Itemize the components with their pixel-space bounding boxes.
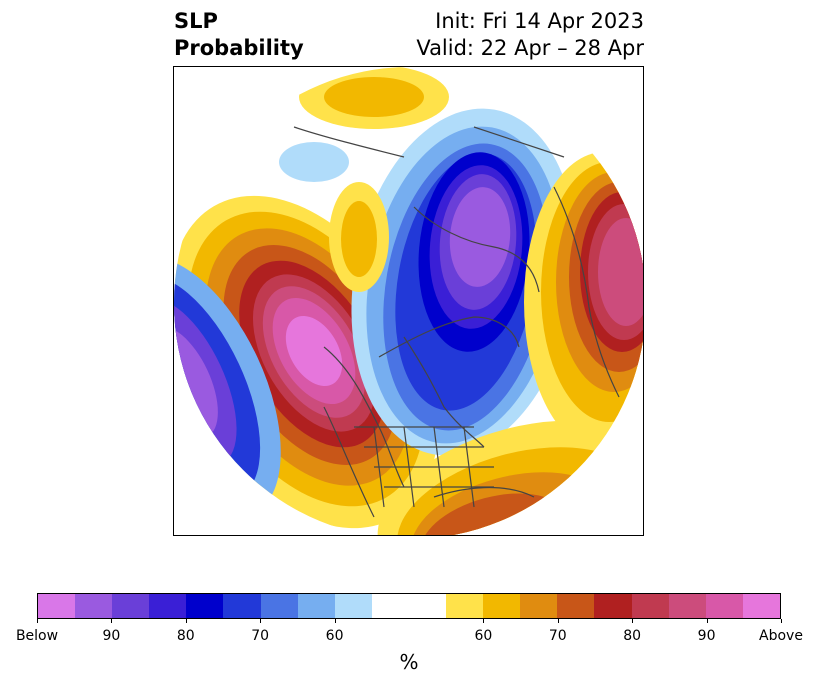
colorbar-tick — [111, 619, 113, 623]
colorbar-segment — [260, 594, 298, 618]
north-patches — [279, 67, 449, 292]
colorbar-tick-label: Above — [759, 628, 803, 644]
colorbar-tick — [706, 619, 708, 623]
colorbar-segment — [594, 594, 632, 618]
colorbar-segment — [520, 594, 558, 618]
colorbar-tick — [334, 619, 336, 623]
coastlines — [293, 126, 620, 518]
colorbar-segment — [631, 594, 669, 618]
colorbar-tick — [37, 619, 38, 623]
colorbar-units: % — [399, 650, 419, 674]
colorbar-tick — [483, 619, 485, 623]
colorbar — [37, 593, 781, 619]
colorbar-segment — [408, 594, 447, 618]
colorbar-tick-label: Below — [15, 628, 59, 644]
colorbar-tick-label: 90 — [102, 628, 121, 644]
colorbar-segment — [742, 594, 780, 618]
colorbar-tick — [632, 619, 634, 623]
colorbar-segment — [705, 594, 743, 618]
colorbar-segment — [38, 594, 76, 618]
colorbar-tick — [185, 619, 187, 623]
colorbar-tick-label: 70 — [548, 628, 567, 644]
valid-dates: Valid: 22 Apr – 28 Apr — [416, 36, 644, 60]
arctic-low-anomaly — [351, 108, 577, 456]
colorbar-segment — [557, 594, 595, 618]
title-right: Init: Fri 14 Apr 2023 Valid: 22 Apr – 28… — [416, 8, 644, 62]
colorbar-tick-label: 70 — [251, 628, 270, 644]
colorbar-segment — [371, 594, 409, 618]
init-date: Init: Fri 14 Apr 2023 — [435, 9, 644, 33]
title-variable: SLP — [174, 9, 218, 33]
colorbar-tick — [557, 619, 559, 623]
colorbar-tick — [260, 619, 262, 623]
colorbar-segment — [483, 594, 521, 618]
colorbar-segment — [334, 594, 372, 618]
colorbar-segment — [186, 594, 224, 618]
colorbar-segment — [446, 594, 484, 618]
colorbar-tick-label: 80 — [176, 628, 195, 644]
colorbar-segment — [223, 594, 261, 618]
colorbar-tick — [781, 619, 782, 623]
colorbar-segment — [668, 594, 706, 618]
colorbar-tick-label: 80 — [623, 628, 642, 644]
colorbar-tick-label: 60 — [325, 628, 344, 644]
title-left: SLP Probability — [174, 8, 304, 62]
eurasia-high-anomaly — [524, 152, 643, 452]
title-type: Probability — [174, 36, 304, 60]
colorbar-segment — [297, 594, 335, 618]
colorbar-segment — [112, 594, 150, 618]
colorbar-tick-label: 90 — [697, 628, 716, 644]
colorbar-tick-label: 60 — [474, 628, 493, 644]
map-panel — [173, 66, 644, 536]
colorbar-segment — [149, 594, 187, 618]
probability-map — [174, 67, 643, 535]
colorbar-segment — [75, 594, 113, 618]
